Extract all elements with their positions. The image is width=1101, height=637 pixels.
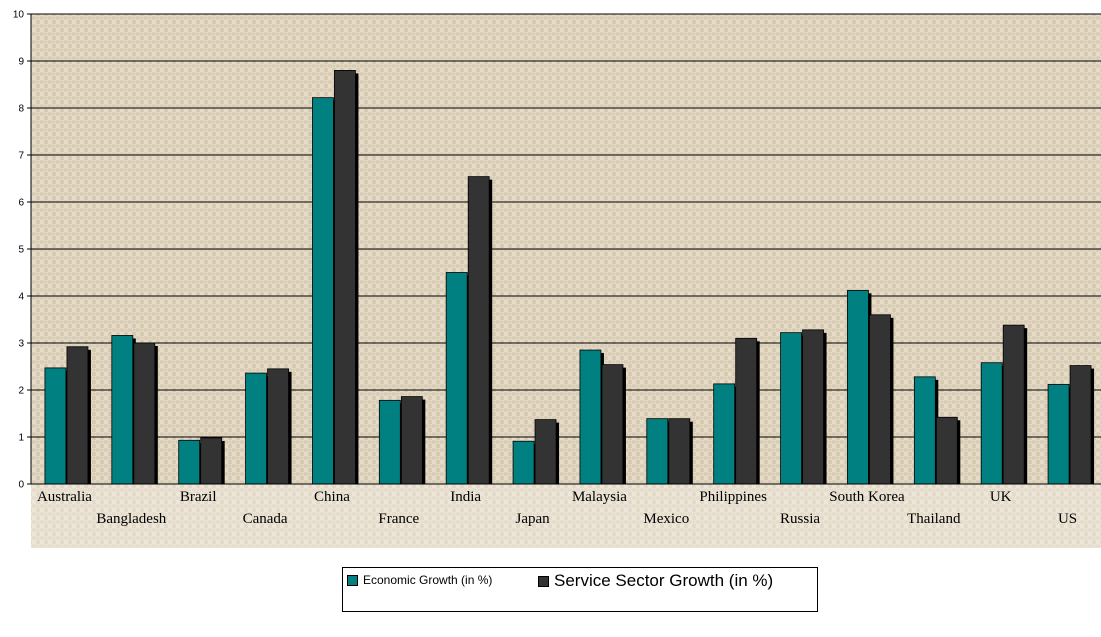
category-label: UK	[990, 489, 1012, 505]
bar-economic-growth	[445, 272, 468, 485]
bar-service-sector-growth	[668, 418, 691, 485]
bar-economic-growth	[44, 367, 67, 485]
bar-economic-growth	[579, 349, 602, 485]
bar-service-sector-growth	[267, 368, 289, 485]
bar-service-sector-growth	[334, 70, 356, 485]
legend-item-service-sector-growth: Service Sector Growth (in %)	[538, 571, 773, 591]
y-tick-label: 0	[18, 480, 24, 491]
bars	[44, 70, 1095, 485]
bar-economic-growth	[980, 362, 1003, 485]
bar-economic-growth	[1047, 383, 1070, 485]
y-tick-label: 1	[18, 433, 24, 444]
y-tick-label: 6	[18, 198, 24, 209]
bar-service-sector-growth	[200, 437, 223, 485]
bar-economic-growth	[312, 97, 334, 485]
bar-service-sector-growth	[869, 314, 891, 485]
bar-economic-growth	[646, 418, 669, 485]
bar-service-sector-growth	[802, 329, 824, 485]
legend: Economic Growth (in %) Service Sector Gr…	[342, 567, 818, 612]
bar-economic-growth	[780, 332, 802, 485]
axes	[30, 14, 1101, 485]
bar-service-sector-growth	[935, 416, 958, 485]
y-tick-label: 9	[18, 57, 24, 68]
y-tick-label: 8	[18, 104, 24, 115]
y-tick-label: 2	[18, 386, 24, 397]
bar-service-sector-growth	[400, 396, 423, 485]
bar-service-sector-growth	[735, 337, 758, 485]
category-label: Malaysia	[572, 489, 627, 505]
category-label: China	[314, 489, 350, 505]
category-label: India	[450, 489, 481, 505]
y-tick-labels: 0 1 2 3 4 5 6 7 8 9 10	[13, 10, 25, 491]
bar-economic-growth	[713, 383, 736, 485]
category-label: Philippines	[699, 489, 767, 505]
bar-economic-growth	[111, 335, 134, 485]
category-label: US	[1058, 511, 1077, 527]
y-tick-label: 7	[18, 151, 24, 162]
y-tick-label: 5	[18, 245, 24, 256]
category-label: Russia	[780, 511, 820, 527]
bar-service-sector-growth	[133, 342, 156, 485]
legend-swatch-service-sector-growth	[538, 575, 549, 587]
bar-economic-growth	[178, 439, 201, 485]
bar-economic-growth	[913, 376, 936, 485]
bar-service-sector-growth	[601, 364, 624, 485]
category-label: Mexico	[643, 511, 689, 527]
y-tick-label: 4	[18, 292, 24, 303]
bar-service-sector-growth	[66, 346, 89, 485]
legend-swatch-economic-growth	[347, 574, 358, 586]
category-label: Brazil	[180, 489, 217, 505]
bar-economic-growth	[378, 399, 401, 485]
legend-label-service-sector-growth: Service Sector Growth (in %)	[554, 571, 774, 590]
bar-economic-growth	[512, 440, 535, 485]
y-tick-label: 10	[13, 10, 25, 21]
category-label: France	[378, 511, 419, 527]
bar-service-sector-growth	[534, 419, 557, 485]
category-label: South Korea	[829, 489, 905, 505]
bar-economic-growth	[245, 372, 267, 485]
bar-service-sector-growth	[1002, 324, 1025, 485]
legend-item-economic-growth: Economic Growth (in %)	[347, 573, 492, 587]
bar-service-sector-growth	[1069, 365, 1092, 485]
y-tick-label: 3	[18, 339, 24, 350]
category-label: Bangladesh	[96, 511, 166, 527]
category-label: Canada	[243, 511, 288, 527]
legend-label-economic-growth: Economic Growth (in %)	[363, 573, 493, 587]
category-label: Australia	[37, 489, 92, 505]
bar-service-sector-growth	[467, 176, 490, 485]
bar-economic-growth	[847, 289, 869, 485]
category-label-band	[31, 484, 1101, 548]
category-label: Japan	[515, 511, 550, 527]
category-label: Thailand	[907, 511, 961, 527]
